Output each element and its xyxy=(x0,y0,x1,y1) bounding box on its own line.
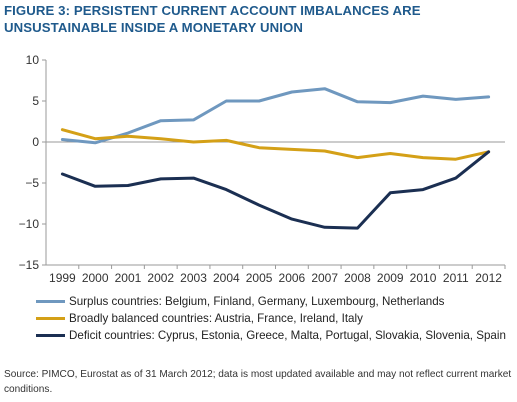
series-line-deficit xyxy=(60,150,491,230)
chart-title: FIGURE 3: PERSISTENT CURRENT ACCOUNT IMB… xyxy=(4,3,421,35)
series-line-balanced xyxy=(60,128,491,161)
legend-item-surplus: Surplus countries: Belgium, Finland, Ger… xyxy=(36,293,516,310)
x-tick-label: 2007 xyxy=(311,271,338,285)
series-layer xyxy=(60,87,491,230)
source-note: Source: PIMCO, Eurostat as of 31 March 2… xyxy=(4,369,512,395)
x-tick-label: 2001 xyxy=(115,271,142,285)
legend-item-deficit: Deficit countries: Cyprus, Estonia, Gree… xyxy=(36,327,516,344)
y-tick-label: −10 xyxy=(19,217,40,231)
series-line-surplus xyxy=(60,87,491,145)
y-tick-label: 0 xyxy=(32,135,39,149)
axes xyxy=(45,60,505,266)
y-tick-label: −15 xyxy=(19,258,40,272)
y-tick-label: −5 xyxy=(25,176,39,190)
x-tick-label: 2004 xyxy=(213,271,240,285)
x-tick-label: 2009 xyxy=(377,271,404,285)
y-tick-label: 10 xyxy=(26,53,40,67)
y-tick-label: 5 xyxy=(32,94,39,108)
legend-label-deficit: Deficit countries: Cyprus, Estonia, Gree… xyxy=(69,329,506,342)
x-tick-label: 2012 xyxy=(475,271,502,285)
line-chart: 10 5 0 −5 −10 −15 1999 2000 2001 2002 2003 2004 200… xyxy=(19,53,506,285)
x-tick-label: 2002 xyxy=(147,271,174,285)
x-tick-label: 2010 xyxy=(410,271,437,285)
x-axis-ticks: 1999 2000 2001 2002 2003 2004 2005 2006 2007 2008… xyxy=(49,265,506,285)
x-tick-label: 2011 xyxy=(443,271,469,285)
x-tick-label: 1999 xyxy=(49,271,76,285)
legend: Surplus countries: Belgium, Finland, Ger… xyxy=(36,293,516,344)
x-tick-label: 2006 xyxy=(279,271,306,285)
legend-label-surplus: Surplus countries: Belgium, Finland, Ger… xyxy=(69,295,445,308)
y-axis-ticks: 10 5 0 −5 −10 −15 xyxy=(19,53,46,272)
x-tick-label: 2000 xyxy=(82,271,109,285)
legend-swatch-balanced xyxy=(36,317,65,320)
x-tick-label: 2005 xyxy=(246,271,273,285)
legend-item-balanced: Broadly balanced countries: Austria, Fra… xyxy=(36,310,516,327)
x-tick-label: 2003 xyxy=(180,271,207,285)
legend-swatch-deficit xyxy=(36,334,65,337)
legend-swatch-surplus xyxy=(36,300,65,303)
legend-label-balanced: Broadly balanced countries: Austria, Fra… xyxy=(69,312,363,325)
x-tick-label: 2008 xyxy=(344,271,371,285)
